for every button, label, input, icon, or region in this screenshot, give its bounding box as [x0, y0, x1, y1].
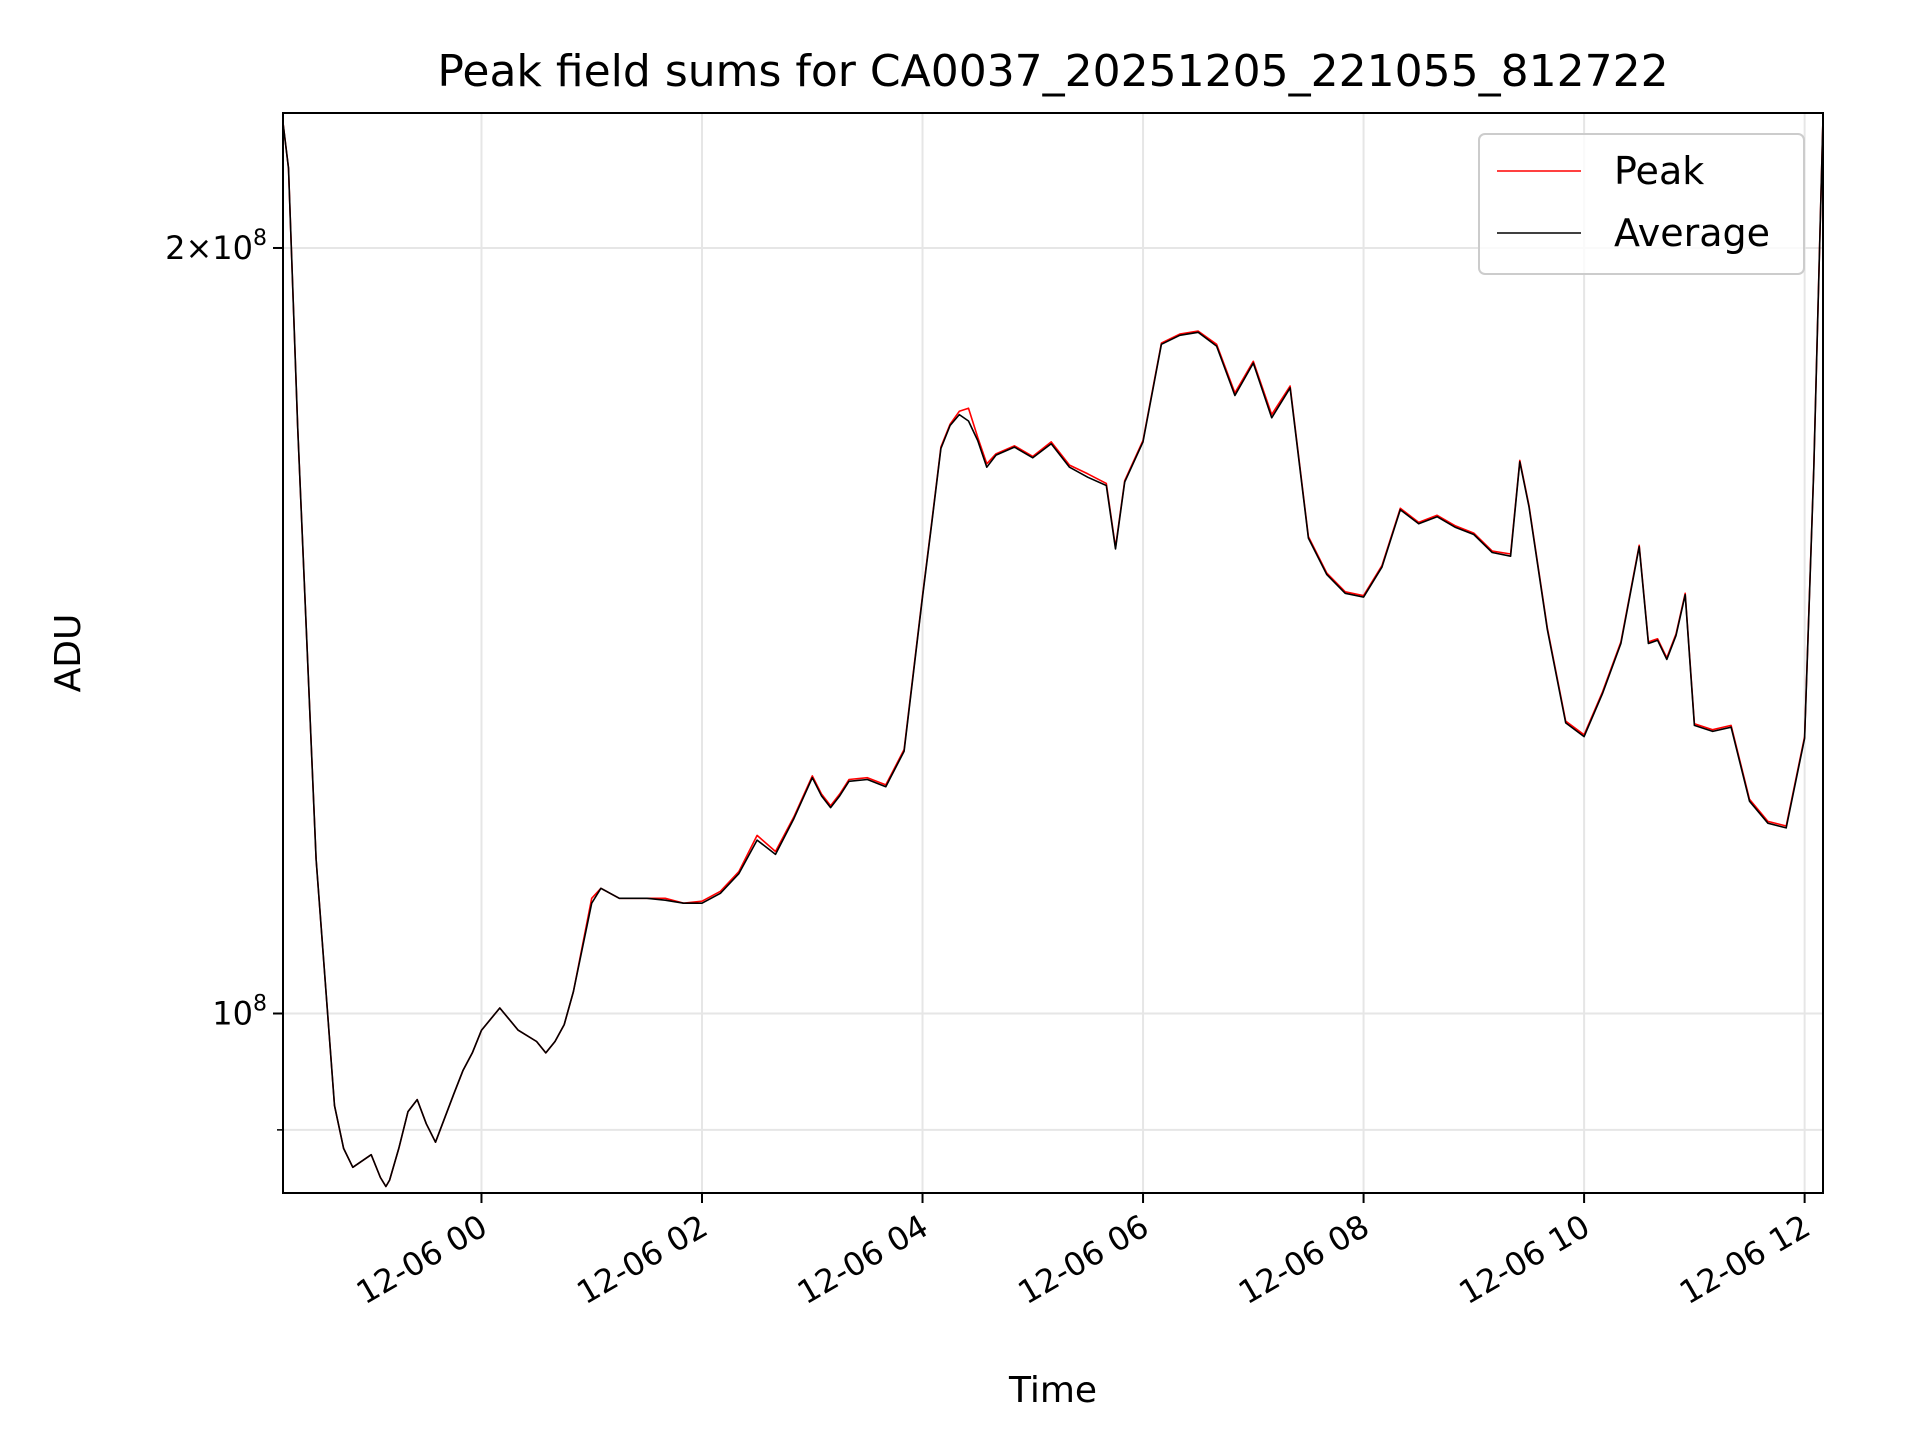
- plot-frame: [282, 112, 1824, 1194]
- x-axis-label: Time: [1008, 1370, 1097, 1411]
- legend-label-peak: Peak: [1614, 149, 1704, 193]
- legend-label-average: Average: [1614, 211, 1770, 255]
- y-axis-label: ADU: [48, 614, 89, 693]
- grid: [283, 113, 1823, 1193]
- y-tick-label: 2×108: [165, 226, 267, 267]
- legend-box: [1478, 133, 1805, 275]
- y-tick-label: 108: [212, 992, 267, 1033]
- series-line-average: [283, 117, 1823, 1188]
- legend: Peak Average: [1478, 133, 1805, 275]
- chart-title: Peak field sums for CA0037_20251205_2210…: [437, 46, 1668, 97]
- series-lines: [283, 117, 1823, 1188]
